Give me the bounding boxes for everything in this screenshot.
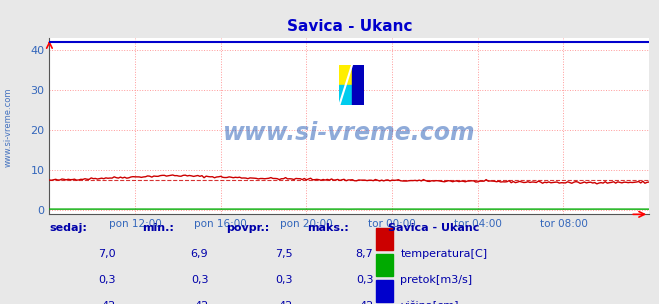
Text: min.:: min.: — [142, 223, 174, 233]
Title: Savica - Ukanc: Savica - Ukanc — [287, 19, 412, 34]
Text: temperatura[C]: temperatura[C] — [400, 249, 488, 259]
Bar — [352, 65, 364, 105]
Text: www.si-vreme.com: www.si-vreme.com — [3, 88, 13, 168]
Text: www.si-vreme.com: www.si-vreme.com — [223, 121, 476, 145]
Text: 0,3: 0,3 — [191, 275, 208, 285]
Text: 42: 42 — [194, 301, 208, 304]
Text: 42: 42 — [101, 301, 115, 304]
Bar — [339, 65, 352, 85]
Text: 7,5: 7,5 — [275, 249, 293, 259]
Text: višina[cm]: višina[cm] — [400, 301, 459, 304]
Text: 7,0: 7,0 — [98, 249, 115, 259]
Bar — [376, 254, 393, 276]
Text: 6,9: 6,9 — [190, 249, 208, 259]
Text: 42: 42 — [359, 301, 373, 304]
Bar — [376, 228, 393, 250]
Text: povpr.:: povpr.: — [226, 223, 270, 233]
Text: pretok[m3/s]: pretok[m3/s] — [400, 275, 473, 285]
Bar — [376, 280, 393, 302]
Text: 0,3: 0,3 — [275, 275, 293, 285]
Text: 8,7: 8,7 — [355, 249, 373, 259]
Text: Savica - Ukanc: Savica - Ukanc — [388, 223, 480, 233]
Text: 0,3: 0,3 — [98, 275, 115, 285]
Bar — [339, 85, 352, 105]
Text: 42: 42 — [278, 301, 293, 304]
Text: 0,3: 0,3 — [356, 275, 373, 285]
Text: maks.:: maks.: — [307, 223, 349, 233]
Text: sedaj:: sedaj: — [49, 223, 87, 233]
